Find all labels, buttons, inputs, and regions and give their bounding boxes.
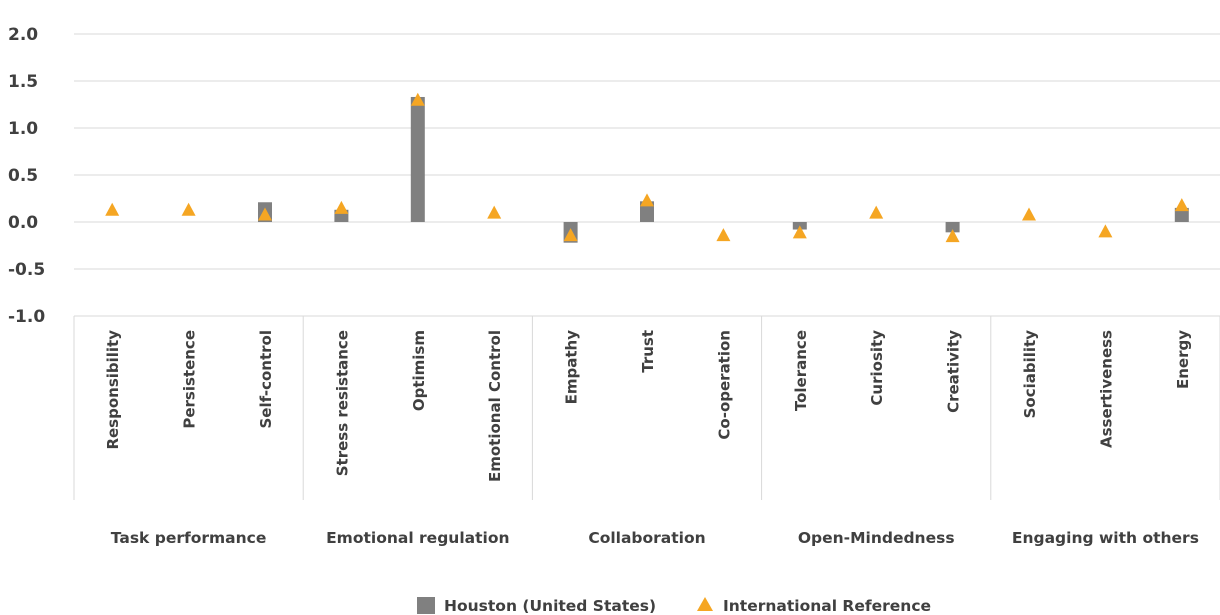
category-label: Emotional Control: [486, 330, 504, 482]
marker-energy: [1174, 198, 1189, 212]
category-label: Self-control: [257, 330, 275, 429]
marker-series-international: [105, 92, 1189, 243]
marker-curiosity: [869, 205, 884, 219]
marker-persistence: [181, 202, 196, 216]
y-tick-label: -1.0: [8, 307, 45, 327]
marker-tolerance: [792, 225, 807, 239]
y-tick-label: 0.0: [8, 213, 38, 233]
legend-swatch-international: [697, 597, 713, 611]
category-label: Responsibility: [104, 330, 122, 450]
marker-empathy: [563, 228, 578, 242]
group-label: Engaging with others: [1012, 529, 1199, 547]
bar-creativity: [945, 222, 960, 233]
marker-emotional-control: [487, 205, 502, 219]
marker-co-operation: [716, 228, 731, 242]
legend: Houston (United States) International Re…: [417, 597, 931, 615]
group-dividers: [73, 316, 1220, 500]
category-label: Empathy: [563, 330, 581, 405]
bar-optimism: [410, 96, 425, 222]
group-labels: Task performance Emotional regulation Coll…: [111, 529, 1199, 547]
category-label: Creativity: [945, 330, 963, 413]
category-label: Persistence: [181, 330, 199, 429]
group-label: Task performance: [111, 529, 267, 547]
legend-swatch-houston: [417, 597, 435, 614]
category-label: Assertiveness: [1097, 330, 1115, 448]
group-label: Open-Mindedness: [798, 529, 955, 547]
y-tick-label: 2.0: [8, 25, 38, 45]
y-tick-label: 1.0: [8, 119, 38, 139]
y-axis-ticks: 2.0 1.5 1.0 0.5 0.0 -0.5 -1.0: [8, 25, 45, 327]
marker-stress-resistance: [334, 200, 349, 214]
y-tick-label: -0.5: [8, 260, 45, 280]
marker-optimism: [410, 92, 425, 106]
category-label: Optimism: [410, 330, 428, 411]
bar-trust: [640, 201, 654, 222]
bar-energy: [1174, 207, 1189, 222]
y-tick-label: 0.5: [8, 166, 38, 186]
marker-trust: [640, 193, 654, 207]
category-label: Curiosity: [868, 330, 886, 406]
marker-self-control: [258, 207, 272, 221]
bar-series-houston: [258, 96, 1189, 243]
marker-responsibility: [105, 202, 120, 216]
category-label: Tolerance: [792, 330, 810, 411]
legend-label-houston: Houston (United States): [444, 597, 656, 615]
category-label: Sociability: [1021, 330, 1039, 419]
category-labels: Responsibility Persistence Self-control Str…: [104, 330, 1192, 482]
marker-sociability: [1022, 207, 1036, 221]
marker-creativity: [945, 229, 960, 243]
group-label: Emotional regulation: [326, 529, 509, 547]
group-label: Collaboration: [588, 529, 705, 547]
category-label: Energy: [1174, 330, 1192, 389]
marker-assertiveness: [1098, 224, 1113, 238]
category-label: Stress resistance: [333, 330, 351, 476]
category-label: Trust: [639, 330, 657, 373]
gridlines: [74, 33, 1220, 317]
legend-label-international: International Reference: [723, 597, 931, 615]
y-tick-label: 1.5: [8, 72, 38, 92]
category-label: Co-operation: [715, 330, 733, 440]
